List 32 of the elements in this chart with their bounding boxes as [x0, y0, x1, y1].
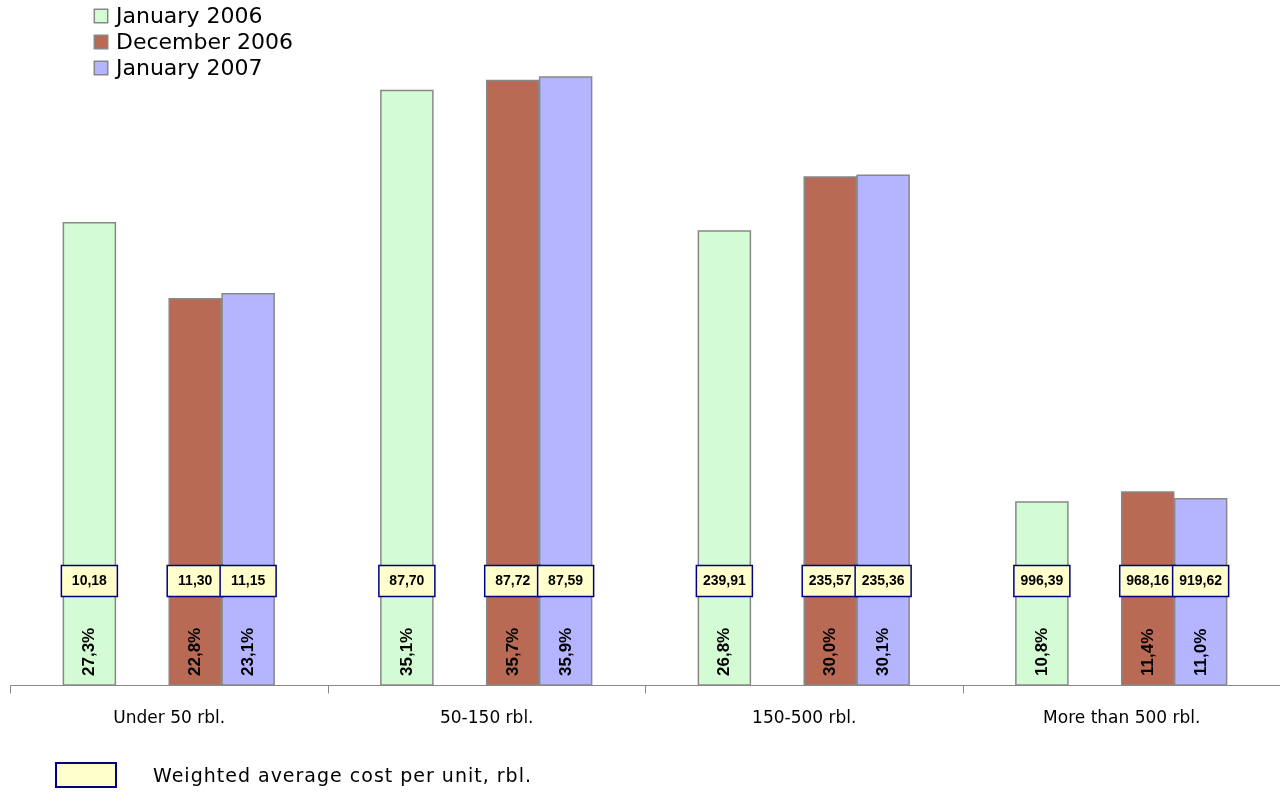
- data-label: 35,9%: [555, 627, 575, 676]
- annotation: 10,18: [71, 572, 108, 588]
- legend-label: December 2006: [116, 29, 294, 54]
- annotation: 11,30: [178, 572, 213, 588]
- data-label: 26,8%: [714, 627, 734, 676]
- annotation: 87,70: [389, 572, 425, 588]
- annotation: 996,39: [1020, 572, 1064, 588]
- data-label: 22,8%: [185, 627, 205, 676]
- data-label: 10,8%: [1031, 627, 1051, 676]
- x-tick-label: More than 500 rbl.: [1043, 706, 1201, 727]
- annotation: 239,91: [702, 572, 746, 588]
- data-label: 30,0%: [820, 627, 840, 676]
- annotation: 87,59: [548, 572, 584, 588]
- x-tick-label: Under 50 rbl.: [113, 706, 226, 727]
- annotation: 919,62: [1179, 572, 1223, 588]
- annotation: 87,72: [495, 572, 531, 588]
- data-label: 11,4%: [1137, 628, 1157, 676]
- x-tick-label: 150-500 rbl.: [752, 706, 857, 727]
- annotation: 968,16: [1126, 572, 1170, 588]
- data-label: 23,1%: [238, 627, 258, 676]
- data-label: 30,1%: [873, 627, 893, 676]
- legend-label: January 2006: [114, 3, 263, 28]
- annotation: 11,15: [230, 572, 266, 588]
- annotation: 235,57: [808, 572, 852, 588]
- data-label: 35,1%: [396, 627, 416, 676]
- data-label: 27,3%: [79, 627, 99, 676]
- legend-label: January 2007: [114, 55, 263, 80]
- annotation: 235,36: [861, 572, 905, 588]
- data-label: 11,0%: [1190, 628, 1210, 676]
- text: Weighted average cost per unit, rbl.: [153, 764, 532, 786]
- data-label: 35,7%: [502, 627, 522, 676]
- x-tick-label: 50-150 rbl.: [439, 706, 534, 727]
